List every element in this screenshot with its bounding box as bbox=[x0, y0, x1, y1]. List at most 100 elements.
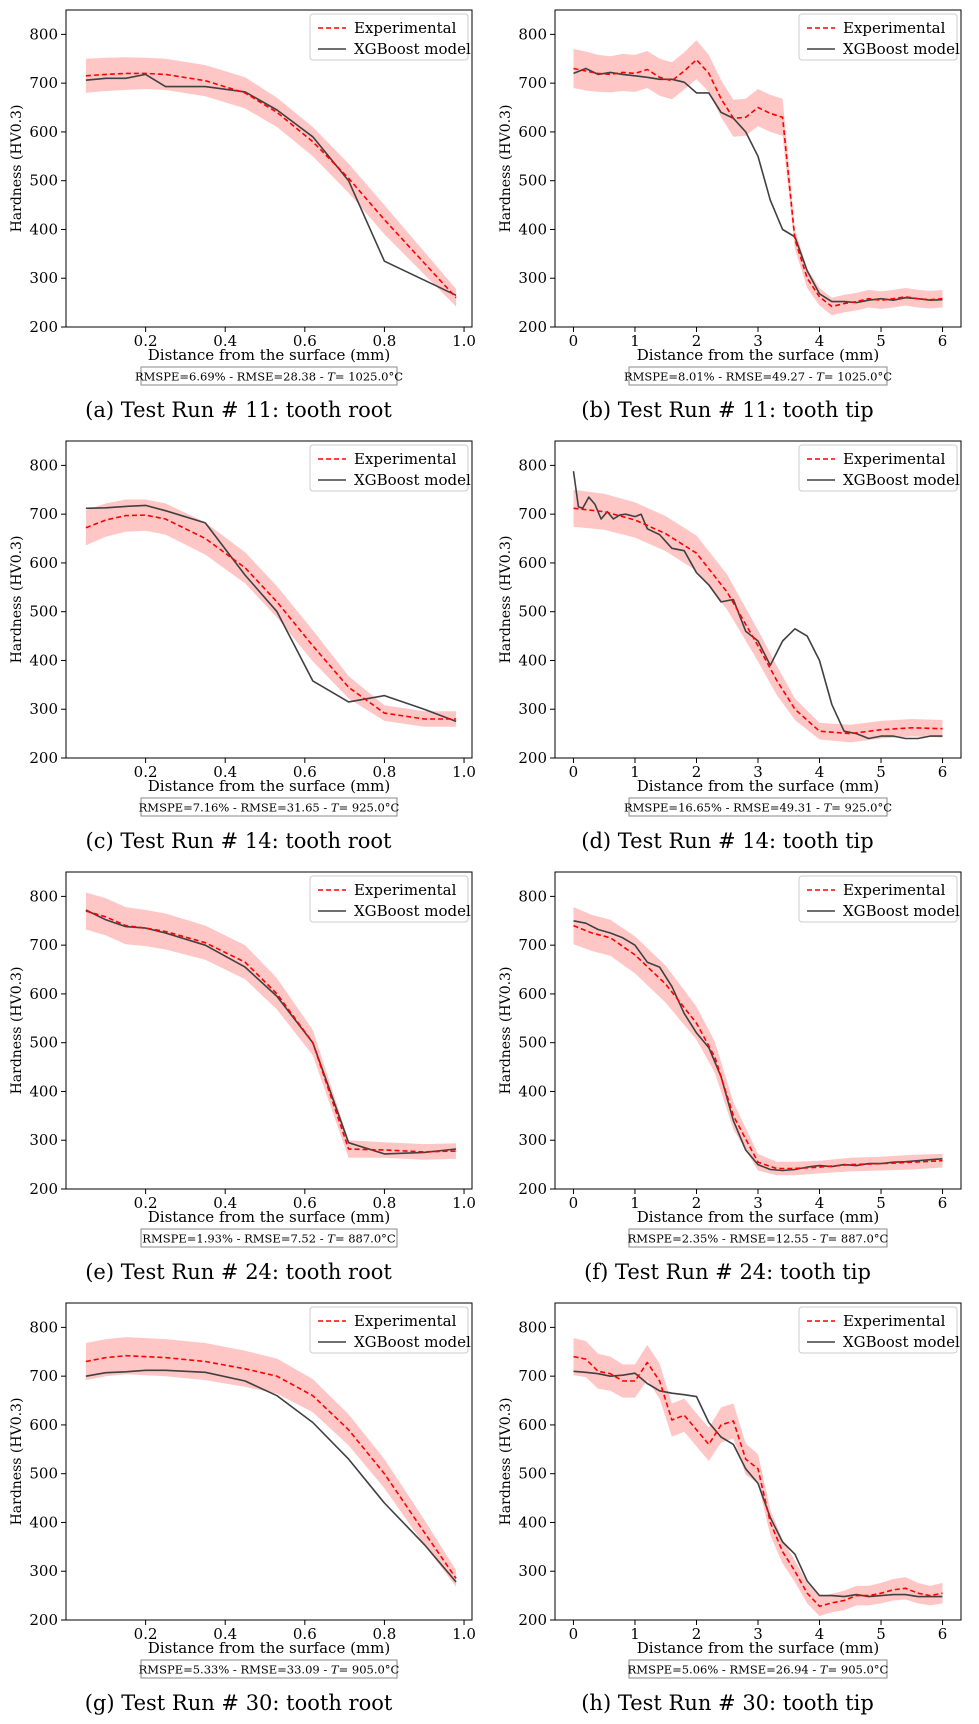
axes-frame bbox=[65, 440, 473, 759]
legend-box bbox=[309, 13, 469, 61]
legend-label-experimental: Experimental bbox=[843, 881, 946, 899]
y-tick-label: 500 bbox=[29, 603, 58, 621]
xgboost-series-line bbox=[573, 920, 943, 1172]
y-tick-label: 400 bbox=[29, 651, 58, 669]
legend: Experimental XGBoost model bbox=[309, 1306, 471, 1354]
y-tick-label: 400 bbox=[518, 651, 547, 669]
y-tick-label: 300 bbox=[29, 269, 58, 287]
x-tick-label: 4 bbox=[815, 1194, 825, 1212]
panel-caption: (b) Test Run # 11: tooth tip bbox=[581, 398, 873, 422]
x-tick-label: 1 bbox=[630, 1194, 640, 1212]
y-tick-label: 300 bbox=[29, 1131, 58, 1149]
legend-label-xgboost: XGBoost model bbox=[354, 471, 471, 489]
x-tick-label: 3 bbox=[753, 332, 763, 350]
x-tick-label: 2 bbox=[692, 1194, 702, 1212]
x-tick-label: 0.4 bbox=[213, 1194, 237, 1212]
legend-label-experimental: Experimental bbox=[354, 19, 457, 37]
legend-label-xgboost: XGBoost model bbox=[843, 1333, 960, 1351]
y-tick-label: 800 bbox=[29, 456, 58, 474]
x-tick-label: 4 bbox=[815, 763, 825, 781]
plot-data bbox=[85, 1337, 457, 1587]
panel-b: 0 1 2 3 4 5 6 200 300 400 500 600 700 800 Distance fro… bbox=[498, 9, 962, 422]
x-axis-label: Distance from the surface (mm) bbox=[637, 1639, 880, 1657]
metrics-box bbox=[140, 797, 398, 817]
metrics-text: RMSPE=5.33% - RMSE=33.09 - T= 905.0°C bbox=[139, 1663, 400, 1677]
legend-box bbox=[798, 444, 958, 492]
experimental-uncertainty-band bbox=[85, 499, 457, 727]
plot-data bbox=[573, 1338, 943, 1617]
metrics-text: RMSPE=1.93% - RMSE=7.52 - T= 887.0°C bbox=[142, 1232, 396, 1246]
y-tick-label: 700 bbox=[29, 1367, 58, 1385]
x-tick-label: 1.0 bbox=[452, 1194, 476, 1212]
panel-d: 0 1 2 3 4 5 6 200 300 400 500 600 700 800 Distance fro… bbox=[498, 440, 962, 853]
x-tick-label: 0.6 bbox=[293, 332, 317, 350]
panel-caption: (e) Test Run # 24: tooth root bbox=[85, 1260, 392, 1284]
x-axis-label: Distance from the surface (mm) bbox=[148, 346, 391, 364]
panel-c: 0.2 0.4 0.6 0.8 1.0 200 300 400 500 600 700 800 Dist… bbox=[9, 440, 476, 853]
metrics-text: RMSPE=16.65% - RMSE=49.31 - T= 925.0°C bbox=[624, 801, 892, 815]
x-tick-label: 4 bbox=[815, 332, 825, 350]
metrics-text: RMSPE=8.01% - RMSE=49.27 - T= 1025.0°C bbox=[624, 370, 892, 384]
x-axis-label: Distance from the surface (mm) bbox=[148, 1208, 391, 1226]
metrics-text: RMSPE=5.06% - RMSE=26.94 - T= 905.0°C bbox=[628, 1663, 889, 1677]
metrics-text: RMSPE=7.16% - RMSE=31.65 - T= 925.0°C bbox=[139, 801, 400, 815]
y-tick-label: 500 bbox=[29, 1034, 58, 1052]
x-tick-label: 0.2 bbox=[134, 332, 158, 350]
experimental-uncertainty-band bbox=[573, 40, 943, 316]
x-tick-label: 0 bbox=[569, 763, 579, 781]
y-tick-label: 700 bbox=[518, 74, 547, 92]
plot-data bbox=[85, 57, 457, 307]
y-tick-label: 300 bbox=[518, 269, 547, 287]
legend-box bbox=[309, 1306, 469, 1354]
y-tick-label: 300 bbox=[518, 1131, 547, 1149]
x-tick-label: 1.0 bbox=[452, 1625, 476, 1643]
metrics-box bbox=[628, 366, 888, 386]
experimental-series-line bbox=[573, 1355, 943, 1608]
y-tick-label: 500 bbox=[518, 172, 547, 190]
y-tick-label: 200 bbox=[29, 1611, 58, 1629]
metrics-text: RMSPE=6.69% - RMSE=28.38 - T= 1025.0°C bbox=[135, 370, 403, 384]
y-tick-label: 500 bbox=[29, 1465, 58, 1483]
plot-area bbox=[555, 441, 961, 758]
plot-data bbox=[572, 471, 943, 743]
x-tick-label: 0.4 bbox=[213, 763, 237, 781]
x-tick-label: 5 bbox=[876, 763, 886, 781]
plot-data bbox=[85, 499, 457, 727]
y-tick-label: 800 bbox=[29, 1318, 58, 1336]
x-tick-label: 5 bbox=[876, 1625, 886, 1643]
y-tick-label: 400 bbox=[29, 220, 58, 238]
legend-label-xgboost: XGBoost model bbox=[354, 902, 471, 920]
x-axis-label: Distance from the surface (mm) bbox=[148, 777, 391, 795]
legend-label-experimental: Experimental bbox=[354, 1312, 457, 1330]
y-tick-label: 800 bbox=[518, 456, 547, 474]
x-tick-label: 2 bbox=[692, 332, 702, 350]
legend-box bbox=[309, 444, 469, 492]
y-tick-label: 700 bbox=[29, 505, 58, 523]
experimental-uncertainty-band bbox=[85, 892, 457, 1160]
legend: Experimental XGBoost model bbox=[309, 444, 471, 492]
y-tick-label: 600 bbox=[29, 985, 58, 1003]
plot-area bbox=[555, 872, 961, 1189]
panel-e: 0.2 0.4 0.6 0.8 1.0 200 300 400 500 600 700 800 Dist… bbox=[9, 871, 476, 1284]
experimental-uncertainty-band bbox=[85, 1337, 457, 1587]
plot-data bbox=[573, 40, 943, 316]
experimental-series-line bbox=[85, 910, 457, 1153]
legend-label-xgboost: XGBoost model bbox=[843, 471, 960, 489]
y-tick-label: 800 bbox=[518, 887, 547, 905]
xgboost-series-line bbox=[85, 909, 457, 1155]
x-tick-label: 6 bbox=[938, 332, 948, 350]
legend: Experimental XGBoost model bbox=[309, 875, 471, 923]
legend-label-xgboost: XGBoost model bbox=[354, 1333, 471, 1351]
legend-label-experimental: Experimental bbox=[354, 450, 457, 468]
panel-caption: (g) Test Run # 30: tooth root bbox=[85, 1691, 393, 1715]
y-tick-label: 700 bbox=[29, 74, 58, 92]
x-tick-label: 0 bbox=[569, 332, 579, 350]
y-tick-label: 400 bbox=[29, 1513, 58, 1531]
y-tick-label: 400 bbox=[518, 220, 547, 238]
y-tick-label: 300 bbox=[518, 700, 547, 718]
legend-label-xgboost: XGBoost model bbox=[354, 40, 471, 58]
y-tick-label: 200 bbox=[518, 1180, 547, 1198]
x-tick-label: 6 bbox=[938, 1625, 948, 1643]
legend-box bbox=[798, 1306, 958, 1354]
